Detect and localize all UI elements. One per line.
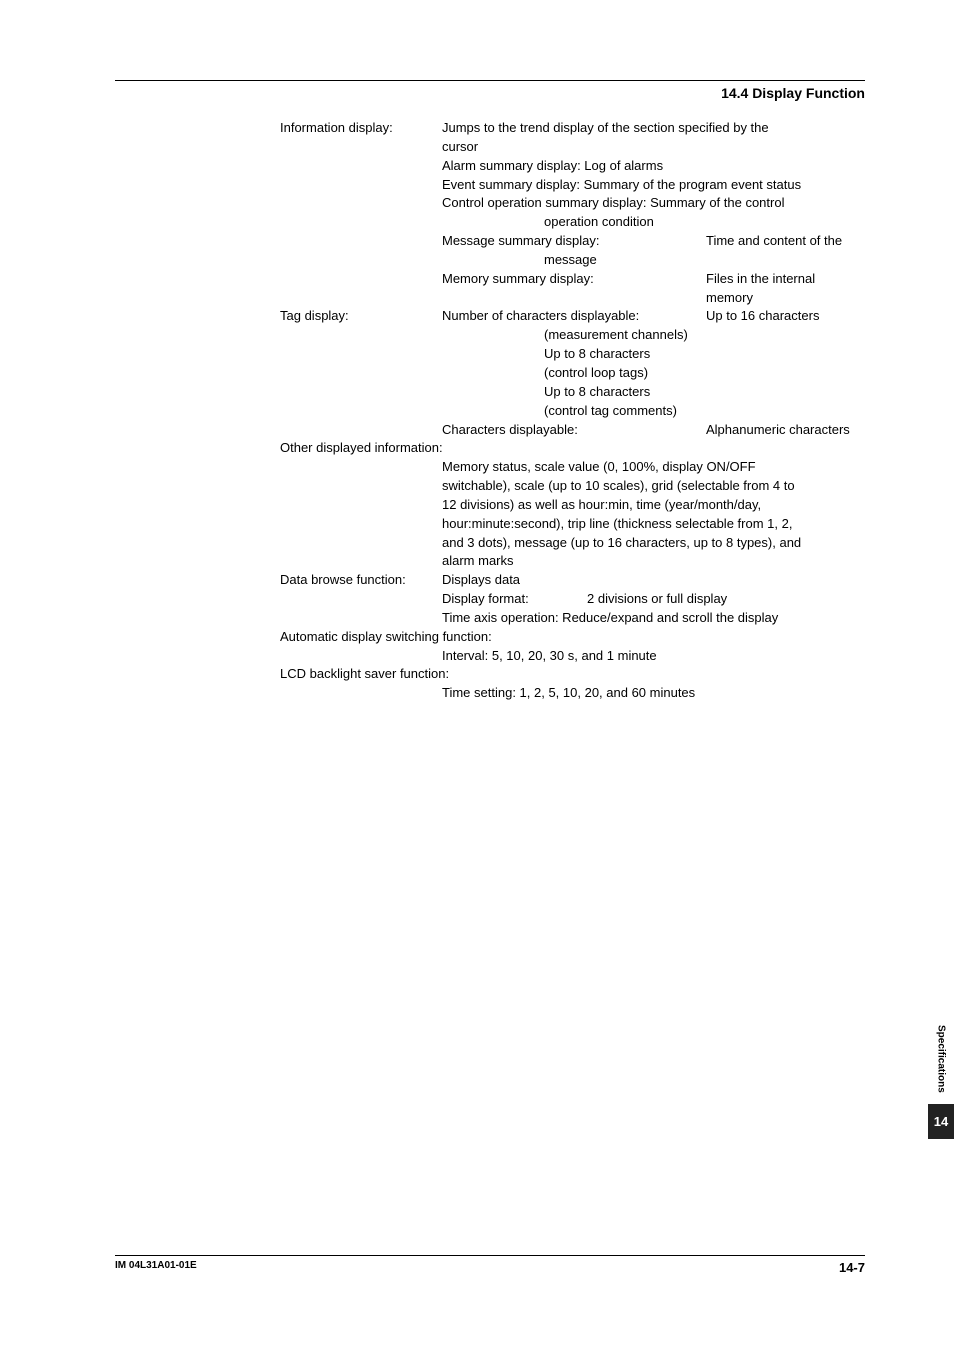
text-line: Alphanumeric characters xyxy=(706,421,865,440)
other-info-label: Other displayed information: xyxy=(280,439,865,458)
text-line: Time axis operation: Reduce/expand and s… xyxy=(442,609,865,628)
info-display-label: Information display: xyxy=(280,119,442,213)
spacer xyxy=(280,458,442,571)
text-line: Control operation summary display: Summa… xyxy=(442,194,865,213)
info-display-value: Jumps to the trend display of the sectio… xyxy=(442,119,865,213)
lcd-body: Time setting: 1, 2, 5, 10, 20, and 60 mi… xyxy=(280,684,865,703)
spacer xyxy=(280,647,442,666)
mem-summary-value: Memory summary display: Files in the int… xyxy=(442,270,865,308)
section-header: 14.4 Display Function xyxy=(115,85,865,101)
text-line: operation condition xyxy=(544,213,865,232)
text-line: (control tag comments) xyxy=(544,402,865,421)
text-line: and 3 dots), message (up to 16 character… xyxy=(442,534,865,553)
msg-summary-value: Message summary display: Time and conten… xyxy=(442,232,865,251)
page-content: 14.4 Display Function Information displa… xyxy=(115,80,865,703)
text-line: Display format: xyxy=(442,590,587,609)
other-info-body: Memory status, scale value (0, 100%, dis… xyxy=(280,458,865,571)
spacer xyxy=(280,684,442,703)
msg-summary-row: Message summary display: Time and conten… xyxy=(280,232,865,251)
text-line: 2 divisions or full display xyxy=(587,590,727,609)
footer-page-number: 14-7 xyxy=(839,1260,865,1275)
text-line: Event summary display: Summary of the pr… xyxy=(442,176,865,195)
text-line: hour:minute:second), trip line (thicknes… xyxy=(442,515,865,534)
tag-display-value: Number of characters displayable: Up to … xyxy=(442,307,865,326)
text-line: Time and content of the xyxy=(706,232,865,251)
data-browse-row: Data browse function: Displays data Disp… xyxy=(280,571,865,628)
other-info-text: Memory status, scale value (0, 100%, dis… xyxy=(442,458,865,571)
body-text: Information display: Jumps to the trend … xyxy=(280,119,865,703)
text-line: Displays data xyxy=(442,571,865,590)
text-line: Time setting: 1, 2, 5, 10, 20, and 60 mi… xyxy=(442,684,865,703)
footer-rule xyxy=(115,1255,865,1256)
text-line: Up to 8 characters xyxy=(544,383,865,402)
text-line: Memory summary display: xyxy=(442,270,706,308)
text-line: Message summary display: xyxy=(442,232,706,251)
side-tab-label: Specifications xyxy=(936,1025,947,1093)
footer-doc-id: IM 04L31A01-01E xyxy=(115,1260,197,1275)
spacer xyxy=(280,421,442,440)
side-tab: Specifications 14 xyxy=(928,1025,954,1139)
text-line: Interval: 5, 10, 20, 30 s, and 1 minute xyxy=(442,647,865,666)
text-line: Up to 16 characters xyxy=(706,307,865,326)
text-line: 12 divisions) as well as hour:min, time … xyxy=(442,496,865,515)
text-line: Characters displayable: xyxy=(442,421,706,440)
text-line: Memory status, scale value (0, 100%, dis… xyxy=(442,458,865,477)
mem-summary-row: Memory summary display: Files in the int… xyxy=(280,270,865,308)
auto-switch-body: Interval: 5, 10, 20, 30 s, and 1 minute xyxy=(280,647,865,666)
tag-display-label: Tag display: xyxy=(280,307,442,326)
data-browse-value: Displays data Display format: 2 division… xyxy=(442,571,865,628)
info-display-row: Information display: Jumps to the trend … xyxy=(280,119,865,213)
text-line: Number of characters displayable: xyxy=(442,307,706,326)
page-footer: IM 04L31A01-01E 14-7 xyxy=(115,1255,865,1275)
text-line: (measurement channels) xyxy=(544,326,865,345)
data-browse-label: Data browse function: xyxy=(280,571,442,628)
text-line: cursor xyxy=(442,138,865,157)
spacer xyxy=(280,232,442,251)
text-line: alarm marks xyxy=(442,552,865,571)
text-line: Jumps to the trend display of the sectio… xyxy=(442,119,865,138)
lcd-label: LCD backlight saver function: xyxy=(280,665,865,684)
header-rule xyxy=(115,80,865,81)
tag-display-row: Tag display: Number of characters displa… xyxy=(280,307,865,326)
text-line: switchable), scale (up to 10 scales), gr… xyxy=(442,477,865,496)
chars-row: Characters displayable: Alphanumeric cha… xyxy=(280,421,865,440)
text-line: Alarm summary display: Log of alarms xyxy=(442,157,865,176)
text-line: message xyxy=(544,251,865,270)
text-line: Files in the internal memory xyxy=(706,270,865,308)
chars-value: Characters displayable: Alphanumeric cha… xyxy=(442,421,865,440)
spacer xyxy=(280,270,442,308)
side-tab-number: 14 xyxy=(928,1104,954,1139)
auto-switch-label: Automatic display switching function: xyxy=(280,628,865,647)
text-line: (control loop tags) xyxy=(544,364,865,383)
text-line: Up to 8 characters xyxy=(544,345,865,364)
